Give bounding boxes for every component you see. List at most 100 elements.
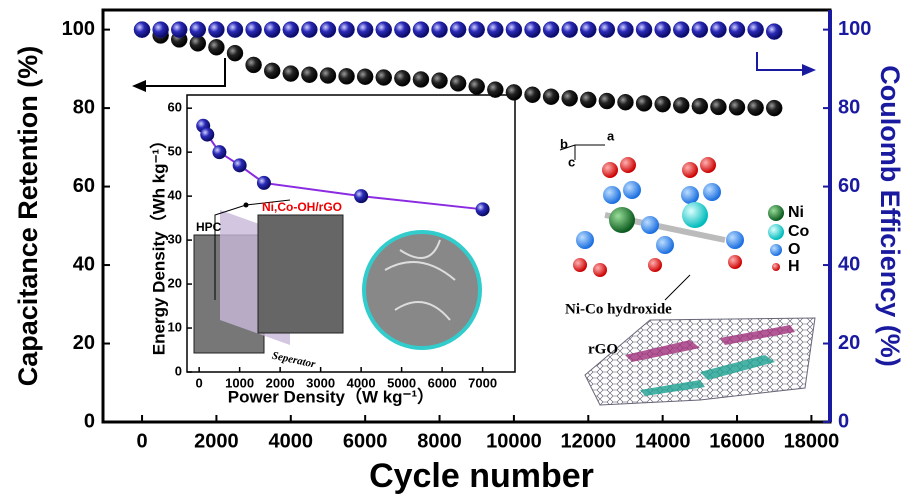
data-point	[246, 57, 262, 73]
x-tick-label: 14000	[635, 430, 691, 452]
y-tick-label: 50	[168, 144, 182, 159]
crystal-structure	[560, 145, 784, 300]
atom	[573, 258, 587, 272]
data-point	[394, 70, 410, 86]
y2-axis-title: Coulomb Efficiency (%)	[875, 65, 905, 367]
y-tick-label: 100	[62, 18, 95, 40]
annotation: Ni,Co-OH/rGO	[262, 200, 342, 214]
annotation: H	[788, 258, 800, 275]
x-tick-label: 6000	[343, 430, 388, 452]
data-point	[200, 128, 214, 142]
data-point	[748, 22, 764, 38]
legend-atom	[770, 244, 782, 256]
atom	[682, 202, 708, 228]
y2-tick-label: 80	[838, 96, 860, 118]
atom	[603, 186, 621, 204]
legend-atom	[768, 205, 784, 221]
data-point	[487, 82, 503, 98]
data-point	[469, 22, 485, 38]
data-point	[580, 22, 596, 38]
atom	[620, 157, 636, 173]
data-point	[710, 99, 726, 115]
y-tick-label: 20	[73, 332, 95, 354]
annotation: Co	[788, 223, 810, 240]
atom	[623, 181, 641, 199]
data-point	[655, 96, 671, 112]
y-tick-label: 60	[168, 100, 182, 115]
y-tick-label: 0	[175, 363, 182, 378]
data-point	[710, 22, 726, 38]
y-tick-label: 80	[73, 96, 95, 118]
x-tick-label: 16000	[709, 430, 765, 452]
data-point	[190, 22, 206, 38]
data-point	[673, 22, 689, 38]
legend-atom	[772, 263, 780, 271]
annotation: Ni-Co hydroxide	[565, 301, 672, 317]
y-axis-title: Energy Density（Wh kg⁻¹）	[148, 132, 168, 355]
data-point	[580, 92, 596, 108]
annotation: a	[607, 128, 615, 143]
data-point	[208, 39, 224, 55]
data-point	[339, 68, 355, 84]
data-point	[636, 95, 652, 111]
y2-tick-label: 0	[838, 410, 849, 432]
data-point	[450, 75, 466, 91]
legend-atom	[768, 224, 784, 240]
x-axis-title: Power Density（W kg⁻¹）	[228, 386, 434, 406]
annotation: c	[568, 154, 575, 169]
y-tick-label: 60	[73, 175, 95, 197]
data-point	[432, 73, 448, 89]
y2-tick-label: 20	[838, 332, 860, 354]
x-tick-label: 2000	[194, 430, 239, 452]
data-point	[301, 22, 317, 38]
data-point	[246, 22, 262, 38]
data-point	[212, 145, 226, 159]
axis-arrow	[757, 52, 805, 70]
data-point	[748, 100, 764, 116]
atom	[700, 157, 716, 173]
atom	[593, 263, 607, 277]
sem-zoom	[364, 232, 480, 348]
data-point	[227, 45, 243, 61]
atom	[682, 162, 698, 178]
data-point	[301, 67, 317, 83]
x-tick-label: 12000	[560, 430, 616, 452]
atom	[703, 183, 721, 201]
data-point	[562, 90, 578, 106]
data-point	[766, 100, 782, 116]
y-tick-label: 30	[168, 232, 182, 247]
data-point	[617, 94, 633, 110]
data-point	[432, 22, 448, 38]
annotation: HPC	[196, 220, 222, 234]
y-tick-label: 0	[84, 410, 95, 432]
atom	[602, 162, 618, 178]
data-point	[476, 202, 490, 216]
data-point	[450, 22, 466, 38]
atom	[609, 207, 635, 233]
data-point	[506, 84, 522, 100]
data-point	[233, 158, 247, 172]
data-point	[376, 69, 392, 85]
y-tick-label: 20	[168, 276, 182, 291]
data-point	[506, 22, 522, 38]
x-tick-label: 0	[136, 430, 147, 452]
data-point	[394, 22, 410, 38]
sem-image-composite	[258, 215, 343, 333]
data-point	[283, 66, 299, 82]
data-point	[357, 69, 373, 85]
y-tick-label: 40	[168, 188, 182, 203]
axis-arrow	[142, 58, 225, 86]
y-tick-label: 10	[168, 319, 182, 334]
data-point	[257, 176, 271, 190]
data-point	[636, 22, 652, 38]
data-point	[227, 22, 243, 38]
atom	[728, 255, 742, 269]
data-point	[283, 22, 299, 38]
data-point	[320, 22, 336, 38]
x-axis-title: Cycle number	[369, 457, 594, 495]
atom	[648, 258, 662, 272]
data-point	[655, 22, 671, 38]
data-point	[729, 22, 745, 38]
atom	[656, 236, 674, 254]
data-point	[525, 22, 541, 38]
